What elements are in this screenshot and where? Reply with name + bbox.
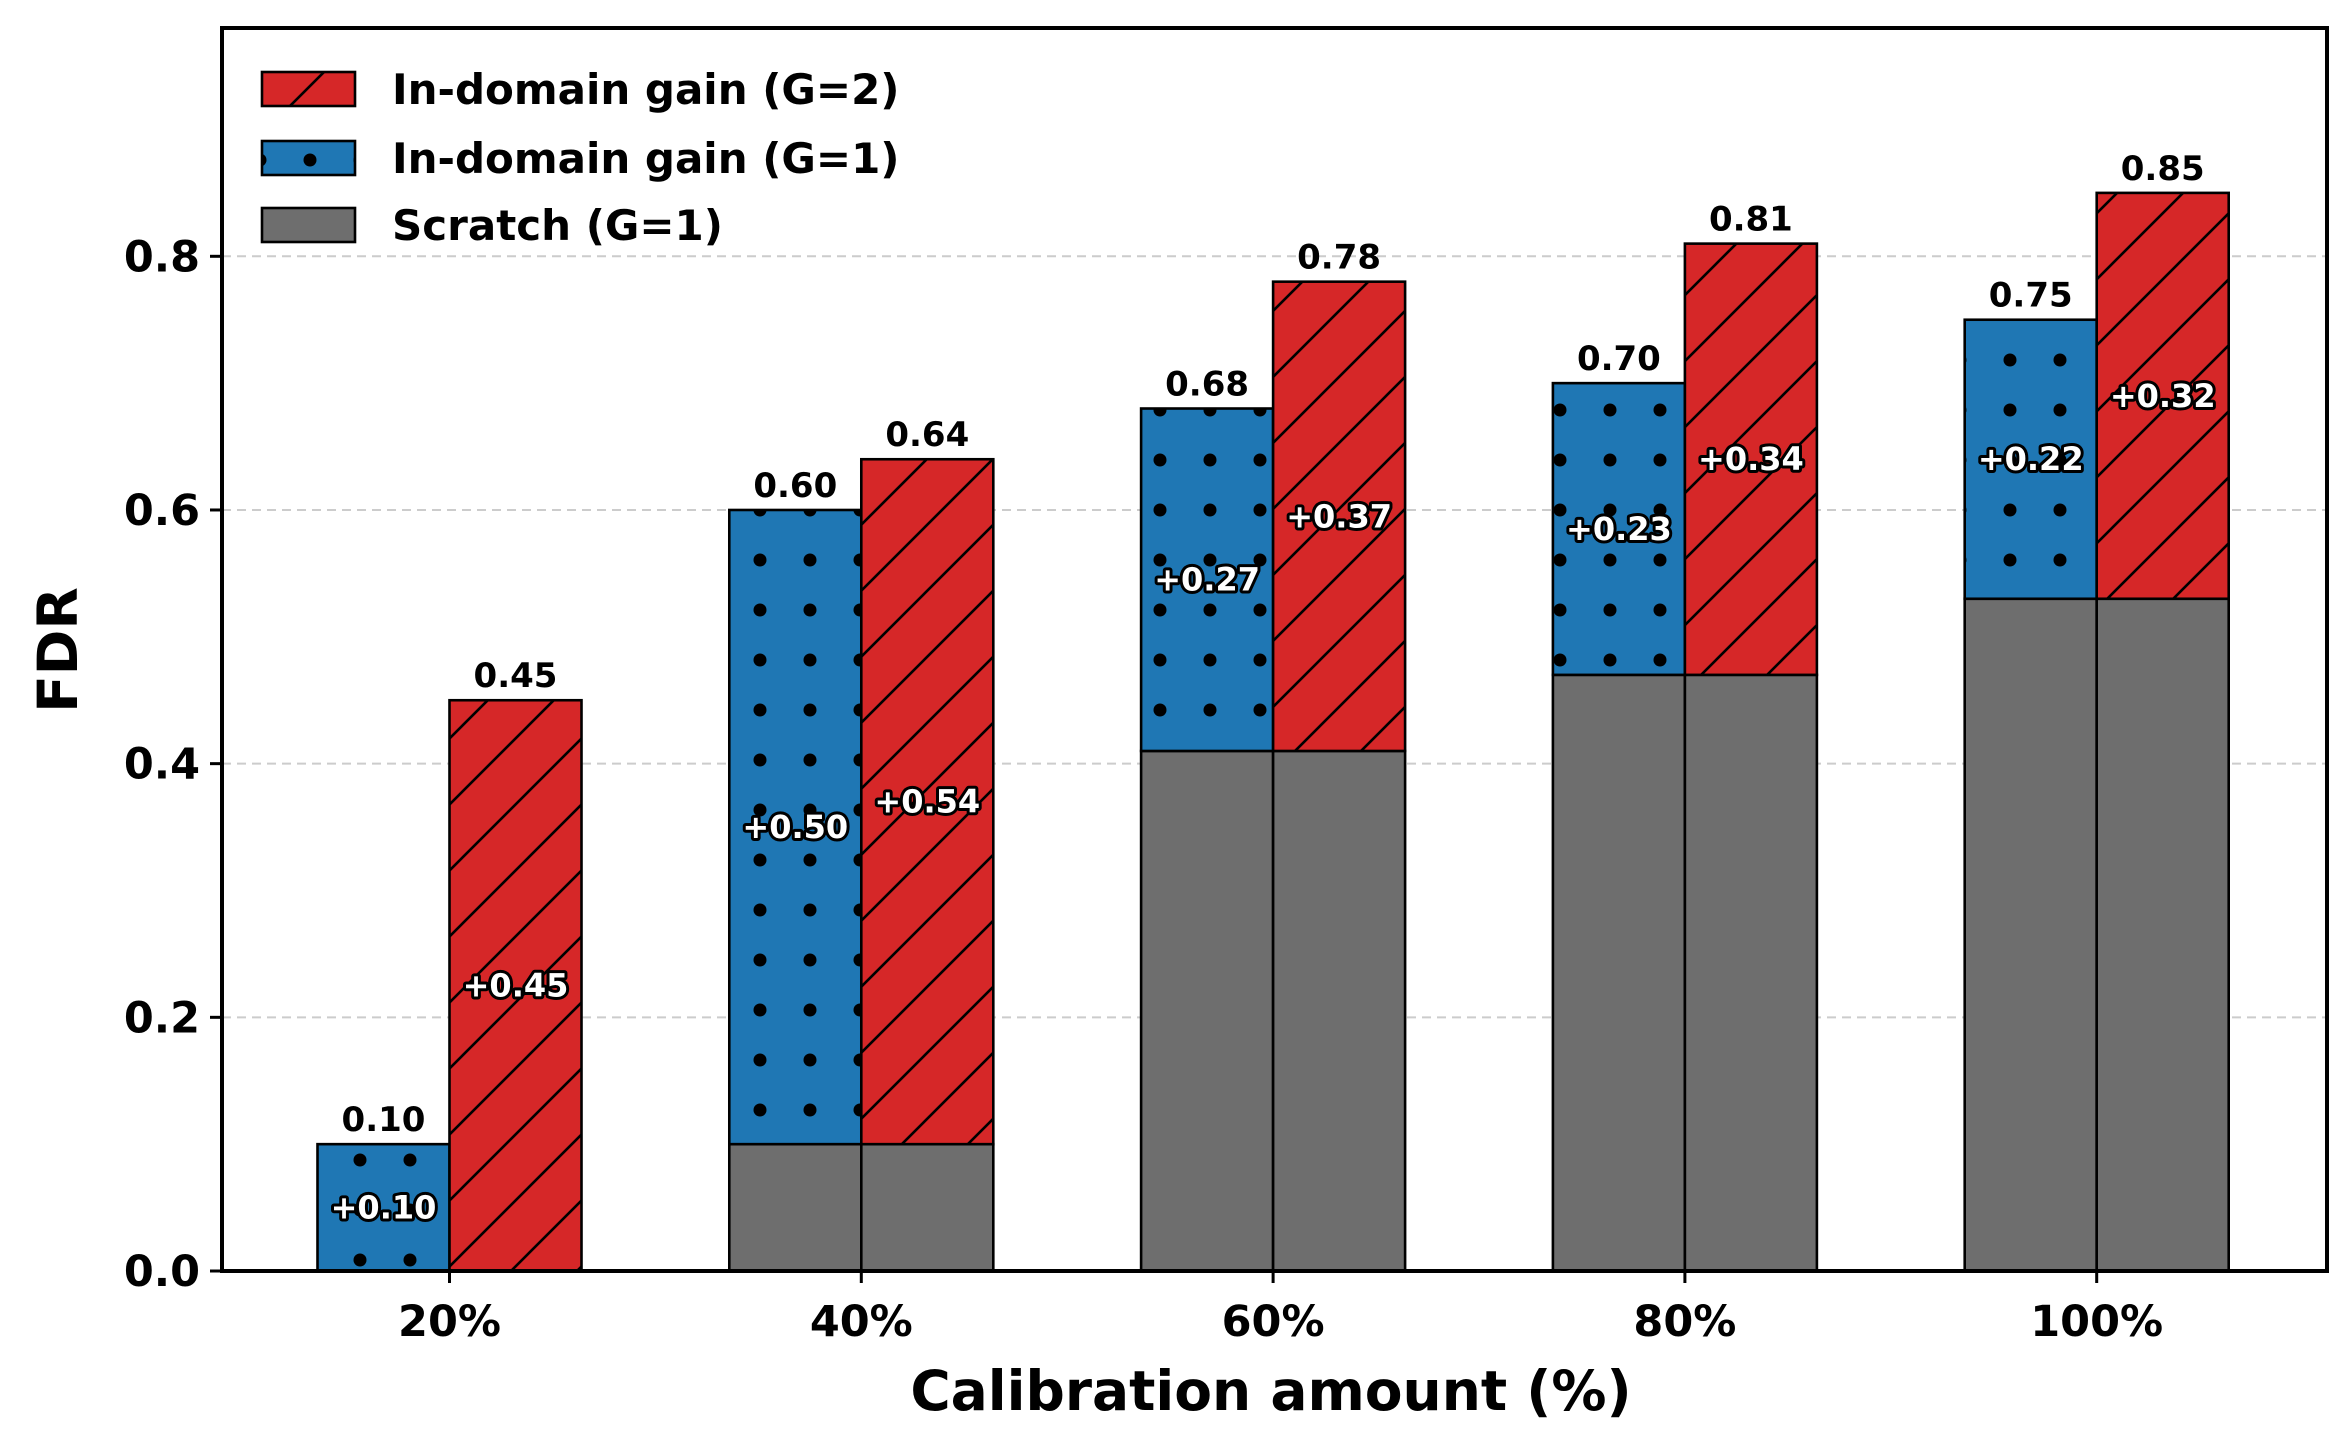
top-label-g1: 0.70 <box>1577 339 1661 379</box>
legend: In-domain gain (G=2) In-domain gain (G=1… <box>260 65 900 250</box>
bar-gain-g2 <box>448 698 583 1273</box>
x-tick-label: 20% <box>398 1297 501 1347</box>
legend-label-scratch: Scratch (G=1) <box>392 201 723 250</box>
top-label-g2: 0.85 <box>2121 149 2205 189</box>
bar-gain-g1 <box>316 1142 451 1273</box>
gain-label-g1: +0.27 <box>1154 561 1260 599</box>
top-label-g1: 0.75 <box>1989 276 2073 316</box>
top-label-g1: 0.68 <box>1165 365 1249 405</box>
bar-gain-g2 <box>2095 191 2230 601</box>
gain-label-g2: +0.54 <box>874 783 980 821</box>
bar-scratch-g1 <box>1963 597 2098 1273</box>
y-tick-label: 0.4 <box>124 740 200 790</box>
bar-scratch-g2 <box>1683 673 1819 1273</box>
bar-scratch-g2 <box>859 1142 995 1273</box>
gain-label-g1: +0.50 <box>742 808 848 846</box>
gain-label-g2: +0.37 <box>1286 497 1392 535</box>
x-axis-title: Calibration amount (%) <box>910 1359 1631 1423</box>
gain-label-g2: +0.45 <box>463 967 569 1005</box>
legend-swatch-scratch <box>260 206 357 244</box>
legend-label-g2: In-domain gain (G=2) <box>392 65 900 114</box>
top-label-g2: 0.81 <box>1709 200 1793 240</box>
bar-scratch-g2 <box>1271 749 1407 1273</box>
bars <box>316 191 2230 1273</box>
x-tick-label: 60% <box>1222 1297 1325 1347</box>
y-tick-label: 0.8 <box>124 232 200 282</box>
bar-gain-g2 <box>1683 242 1819 677</box>
top-label-g1: 0.10 <box>342 1100 426 1140</box>
gain-label-g1: +0.23 <box>1566 510 1672 548</box>
value-labels: 0.10 0.45 +0.10 +0.45 0.60 0.64 +0.50 +0.54 0.68… <box>328 149 2219 1230</box>
y-axis-title: FDR <box>26 587 90 713</box>
top-label-g2: 0.78 <box>1297 238 1381 278</box>
bar-gain-g1 <box>1139 407 1275 753</box>
bar-scratch-g1 <box>1139 749 1275 1273</box>
bar-gain-g2 <box>859 457 995 1146</box>
gain-label-g2: +0.34 <box>1698 440 1804 478</box>
top-label-g1: 0.60 <box>753 466 837 506</box>
bar-gain-g1 <box>1551 381 1687 677</box>
x-tick-label: 100% <box>2030 1297 2163 1347</box>
x-axis: 20% 40% 60% 80% 100% <box>398 1271 2163 1347</box>
y-axis: 0.0 0.2 0.4 0.6 0.8 <box>124 232 222 1297</box>
gain-label-g1: +0.22 <box>1978 440 2084 478</box>
gain-label-g2: +0.32 <box>2110 377 2216 415</box>
legend-swatch-g1 <box>260 139 357 177</box>
bar-scratch-g1 <box>727 1142 863 1273</box>
y-tick-label: 0.6 <box>124 486 200 536</box>
bar-gain-g2 <box>1271 280 1407 753</box>
x-tick-label: 40% <box>810 1297 913 1347</box>
bar-gain-g1 <box>1963 318 2098 601</box>
bar-gain-g1 <box>727 508 863 1146</box>
top-label-g2: 0.45 <box>474 656 558 696</box>
x-tick-label: 80% <box>1633 1297 1736 1347</box>
legend-label-g1: In-domain gain (G=1) <box>392 134 900 183</box>
bar-scratch-g2 <box>2095 597 2230 1273</box>
y-tick-label: 0.2 <box>124 993 200 1043</box>
y-tick-label: 0.0 <box>124 1247 200 1297</box>
legend-swatch-g2 <box>260 70 357 108</box>
bar-scratch-g1 <box>1551 673 1687 1273</box>
top-label-g2: 0.64 <box>885 415 969 455</box>
gain-label-g1: +0.10 <box>331 1189 437 1227</box>
